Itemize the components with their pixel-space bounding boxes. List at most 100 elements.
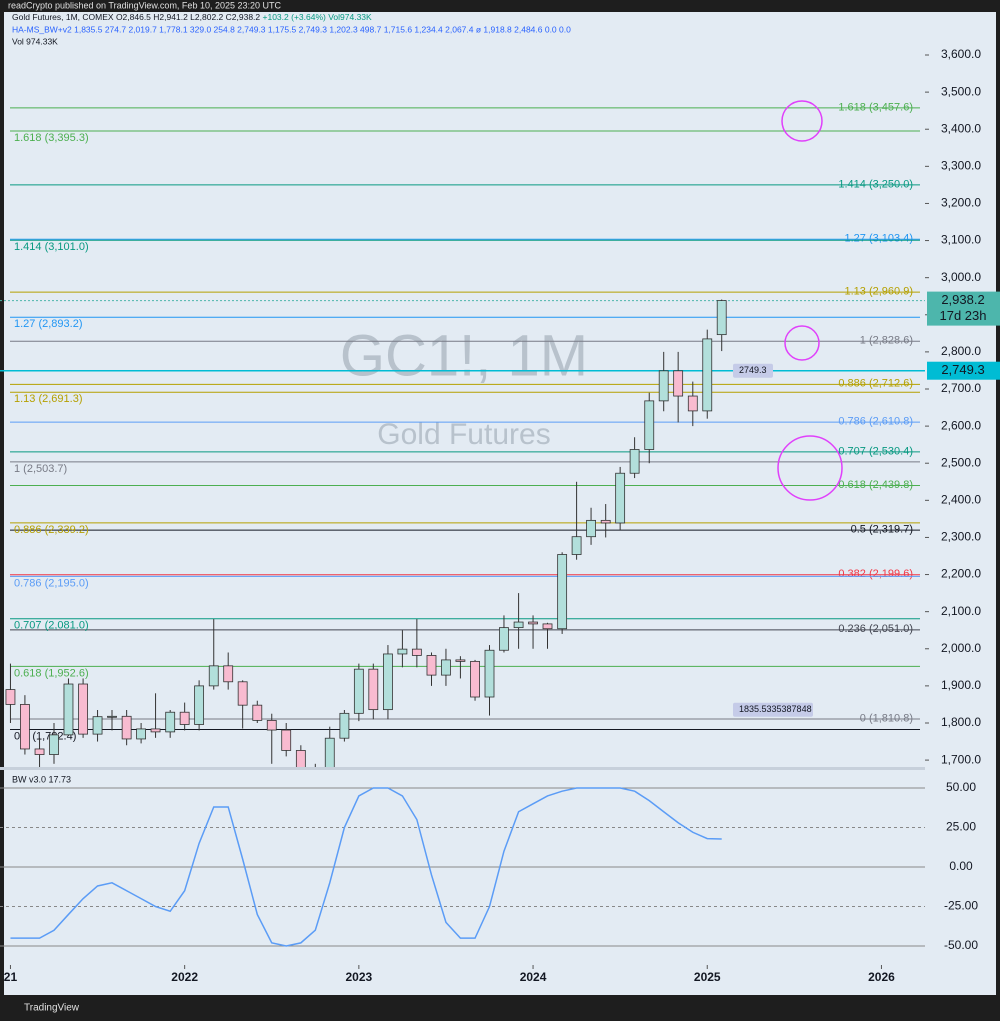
x-tick-label: 2026 <box>868 970 895 984</box>
candle-body <box>571 536 582 555</box>
price-tag-label: 2,938.2 <box>941 292 984 307</box>
fib-label: 1.618 (3,457.6) <box>838 101 913 113</box>
fib-label: 0.886 (2,339.2) <box>14 524 89 536</box>
publisher: readCrypto published on TradingView.com,… <box>8 0 281 10</box>
fib-label: 0.707 (2,530.4) <box>838 445 913 457</box>
candle-body <box>121 715 132 740</box>
x-tick-label: 2022 <box>171 970 198 984</box>
fib-label: 0.618 (2,439.8) <box>838 479 913 491</box>
legend-volume: Vol 974.33K <box>12 36 58 46</box>
y-tick-label: 2,400.0 <box>941 493 981 507</box>
candle-body <box>644 400 655 450</box>
candle-body <box>92 716 103 735</box>
y-tick-label: 1,700.0 <box>941 752 981 766</box>
y-tick-label: 3,300.0 <box>941 159 981 173</box>
inline-tag-label: 2749.3 <box>739 365 767 375</box>
candle-body <box>441 659 451 676</box>
candle-body <box>513 621 524 629</box>
candle-body <box>49 734 59 755</box>
inline-tag-label: 1835.5335387848 <box>739 704 812 714</box>
y-tick-label: 3,100.0 <box>941 233 981 247</box>
price-tag-label: 2,749.3 <box>941 362 984 377</box>
candle-body <box>339 712 350 739</box>
fib-label: 1 (2,503.7) <box>14 463 67 475</box>
fib-label: 1.414 (3,101.0) <box>14 241 89 253</box>
fib-label: 0.618 (1,952.6) <box>14 667 89 679</box>
candle-body <box>223 665 234 683</box>
inline-tag <box>733 363 773 378</box>
candle-body <box>324 737 335 767</box>
y-tick-label: 2,300.0 <box>941 530 981 544</box>
candle-body <box>208 665 219 687</box>
y-tick-label: 2,100.0 <box>941 604 981 618</box>
y-tick-label: -25.00 <box>944 899 978 913</box>
pane-separator <box>0 767 925 770</box>
candle-body <box>484 649 495 698</box>
y-tick-label: 3,500.0 <box>941 84 981 98</box>
countdown: 17d 23h <box>940 308 987 323</box>
y-tick-label: 0.00 <box>949 859 973 873</box>
candle-body <box>237 681 248 706</box>
oscillator-line <box>10 787 722 947</box>
candle-body <box>20 704 30 750</box>
fib-label: 0.786 (2,610.8) <box>838 416 913 428</box>
footer-bar <box>0 995 1000 1021</box>
watermark: GC1!, 1M <box>340 323 588 388</box>
watermark-sub: Gold Futures <box>377 418 550 451</box>
price-tag <box>927 361 1000 380</box>
candle-body <box>426 655 437 676</box>
x-tick-label: 2024 <box>520 970 547 984</box>
y-tick-label: 3,400.0 <box>941 121 981 135</box>
fib-label: 1.13 (2,960.9) <box>845 286 914 298</box>
y-tick-label: 25.00 <box>946 820 976 834</box>
candle-body <box>716 300 727 336</box>
candle-body <box>702 338 713 412</box>
chart-bg <box>4 12 996 995</box>
y-tick-label: 1,900.0 <box>941 678 981 692</box>
price-tag <box>927 291 1000 326</box>
candle-body <box>586 519 596 538</box>
candle-body <box>368 668 379 711</box>
inline-tag <box>733 702 813 717</box>
candle-body <box>266 719 277 731</box>
candle-body <box>528 621 538 625</box>
candle-body <box>629 449 640 474</box>
y-tick-label: 3,600.0 <box>941 47 981 61</box>
candle-body <box>687 395 698 412</box>
candle-body <box>78 683 88 735</box>
marker-circle <box>781 100 823 142</box>
candle-body <box>455 659 466 662</box>
candle-body <box>499 627 509 651</box>
fib-label: 0.382 (2,199.6) <box>838 568 913 580</box>
y-tick-label: 2,700.0 <box>941 381 981 395</box>
fib-label: 0.786 (2,195.0) <box>14 577 89 589</box>
y-tick-label: 3,000.0 <box>941 270 981 284</box>
x-tick-label: 2023 <box>345 970 372 984</box>
candle-body <box>194 685 205 725</box>
axes: 1,700.0 1,800.0 1,900.0 2,000.0 2,100.0 2,200… <box>4 47 1000 984</box>
candle-body <box>179 711 190 725</box>
y-tick-label: 2,600.0 <box>941 418 981 432</box>
candle-body <box>615 472 626 524</box>
candle-body <box>557 554 568 630</box>
candle-body <box>34 748 45 755</box>
footer-logo: TradingView <box>24 1003 80 1014</box>
candle-body <box>5 689 16 705</box>
fib-label: 1.27 (3,103.4) <box>845 233 914 245</box>
fib-label: 0.707 (2,081.0) <box>14 620 89 632</box>
legend-symbol: Gold Futures, 1M, COMEX O2,846.5 H2,941.… <box>12 12 372 22</box>
x-tick-label: 2025 <box>694 970 721 984</box>
candle-body <box>281 729 292 751</box>
y-tick-label: 1,800.0 <box>941 715 981 729</box>
candles <box>5 299 727 767</box>
candle-body <box>658 370 669 402</box>
fib-label: 1.13 (2,691.3) <box>14 393 83 405</box>
candle-body <box>397 648 408 655</box>
x-tick-label: 21 <box>4 970 18 984</box>
y-tick-label: 2,000.0 <box>941 641 981 655</box>
oscillator <box>0 787 925 947</box>
candle-body <box>600 519 611 524</box>
fib-label: 0.886 (2,712.6) <box>838 378 913 390</box>
